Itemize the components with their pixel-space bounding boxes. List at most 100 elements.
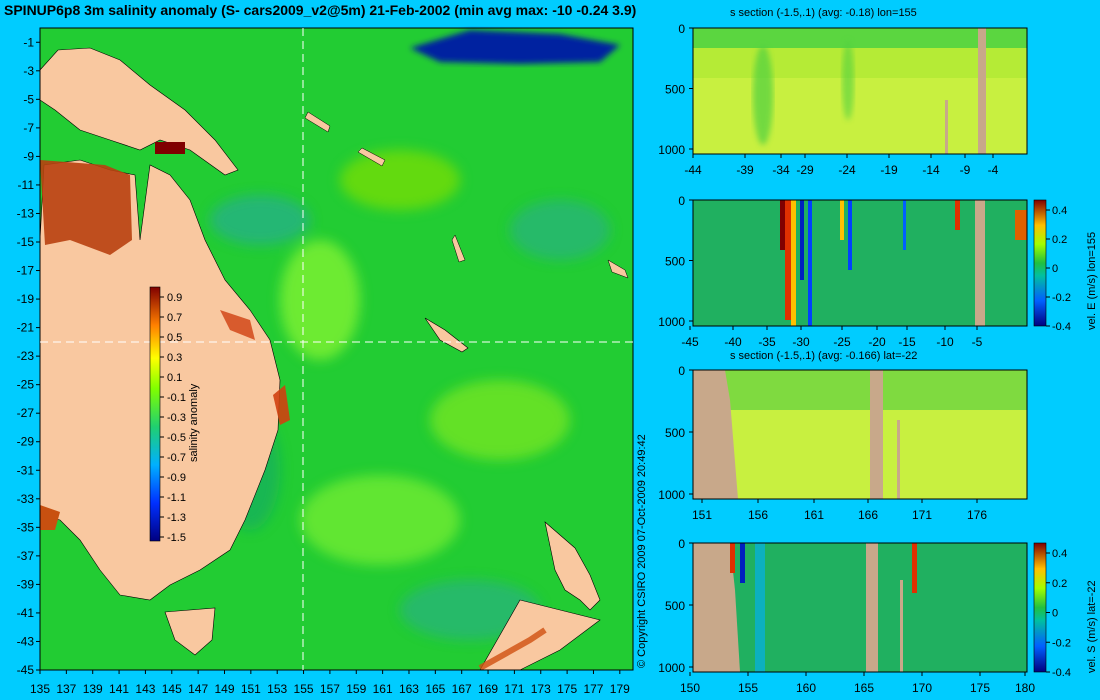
map-x-tick-label: 145 [162, 682, 182, 696]
section-4-colorbar [1033, 542, 1047, 673]
map-x-tick-label: 173 [531, 682, 551, 696]
map-colorbar-tick-label: -1.5 [167, 532, 186, 544]
section-1-x-tick-label: -19 [880, 163, 898, 177]
map-x-tick-label: 139 [83, 682, 103, 696]
map-land-tasmania [164, 607, 216, 656]
map-y-tick-label: -37 [17, 549, 35, 563]
section-4-colorbar-tick-label: 0.2 [1052, 578, 1067, 590]
map-x-tick-label: 171 [504, 682, 524, 696]
map-colorbar-tick-label: -0.1 [167, 392, 186, 404]
map-y-tick-label: -7 [23, 121, 34, 135]
section-3-x-tick-label: 161 [804, 508, 824, 522]
map-land-solomons [304, 111, 331, 133]
map-colorbar-tick-label: -0.5 [167, 432, 186, 444]
map-x-tick-label: 163 [399, 682, 419, 696]
section-1-y-tick-label: 1000 [658, 143, 685, 157]
map-y-tick-label: -17 [17, 264, 35, 278]
section-2-x-tick-label: -25 [833, 335, 851, 349]
map-y-tick-label: -13 [17, 206, 35, 220]
map-gulf-south-anomaly [40, 505, 60, 530]
section-2-plot [692, 199, 1028, 327]
map-x-tick-label: 153 [267, 682, 287, 696]
section-2-x-tick-label: -45 [681, 335, 699, 349]
section-1-x-tick-label: -29 [796, 163, 814, 177]
map-x-tick-label: 137 [56, 682, 76, 696]
map-y-tick-label: -19 [17, 292, 35, 306]
map-y-tick-label: -3 [23, 64, 34, 78]
section-1-x-tick-label: -4 [988, 163, 999, 177]
section-1-x-tick-label: -24 [838, 163, 856, 177]
section-3-plot [692, 369, 1028, 500]
section-3-x-tick-label: 156 [748, 508, 768, 522]
map-colorbar [149, 286, 161, 542]
section-2-x-tick-label: -5 [972, 335, 983, 349]
map-land-vanuatu [451, 234, 466, 263]
section-4-x-tick-label: 170 [912, 681, 932, 695]
map-y-tick-label: -33 [17, 492, 35, 506]
section-1-plot [692, 27, 1028, 155]
map-y-tick-label: -43 [17, 634, 35, 648]
section-4-colorbar-tick-label: 0 [1052, 608, 1058, 620]
map-x-tick-label: 135 [30, 682, 50, 696]
section-4-colorbar-tick-label: -0.2 [1052, 637, 1071, 649]
chart-title: SPINUP6p8 3m salinity anomaly (S- cars20… [4, 2, 637, 18]
map-y-tick-label: -35 [17, 520, 35, 534]
section-2-colorbar [1033, 199, 1047, 327]
section-2-y-tick-label: 0 [678, 194, 685, 208]
section-3-y-tick-label: 500 [665, 426, 685, 440]
section-1-y-tick-label: 0 [678, 22, 685, 36]
map-colorbar-tick-label: -1.3 [167, 512, 186, 524]
section-1-x-tick-label: -39 [736, 163, 754, 177]
map-x-tick-label: 149 [214, 682, 234, 696]
map-y-tick-label: -25 [17, 378, 35, 392]
map-colorbar-tick-label: -1.1 [167, 492, 186, 504]
map-colorbar-tick-label: 0.1 [167, 372, 182, 384]
section-3-y-tick-label: 0 [678, 364, 685, 378]
map-y-tick-label: -15 [17, 235, 35, 249]
section-4-colorbar-tick-label: 0.4 [1052, 548, 1067, 560]
section-4-x-tick-label: 175 [970, 681, 990, 695]
section-2-colorbar-tick-label: 0.2 [1052, 234, 1067, 246]
section-4-x-tick-label: 165 [854, 681, 874, 695]
section-2-x-tick-label: -40 [724, 335, 742, 349]
section-2-y-tick-label: 1000 [658, 315, 685, 329]
map-y-tick-label: -1 [23, 35, 34, 49]
map-colorbar-tick-label: 0.5 [167, 332, 182, 344]
section-3-x-tick-label: 151 [692, 508, 712, 522]
section-4-colorbar-tick-label: -0.4 [1052, 667, 1071, 679]
section-2-x-tick-label: -30 [792, 335, 810, 349]
map-x-tick-label: 175 [557, 682, 577, 696]
section-2-x-tick-label: -20 [868, 335, 886, 349]
map-fresh-anomaly [410, 30, 620, 64]
section-2-colorbar-tick-label: 0.4 [1052, 205, 1067, 217]
map-x-tick-label: 179 [610, 682, 630, 696]
map-colorbar-tick-label: 0.9 [167, 292, 182, 304]
map-y-tick-label: -9 [23, 149, 34, 163]
section-1-x-tick-label: -44 [684, 163, 702, 177]
map-y-tick-label: -27 [17, 406, 35, 420]
map-y-tick-label: -21 [17, 321, 35, 335]
map-y-tick-label: -23 [17, 349, 35, 363]
map-x-tick-label: 169 [478, 682, 498, 696]
map-x-tick-label: 141 [109, 682, 129, 696]
section-4-x-tick-label: 150 [680, 681, 700, 695]
map-x-tick-label: 165 [425, 682, 445, 696]
map-colorbar-tick-label: 0.3 [167, 352, 182, 364]
section-1-x-tick-label: -34 [772, 163, 790, 177]
map-colorbar-tick-label: -0.7 [167, 452, 186, 464]
section-3-x-tick-label: 176 [967, 508, 987, 522]
map-x-tick-label: 143 [135, 682, 155, 696]
section-2-x-tick-label: -10 [936, 335, 954, 349]
section-4-y-tick-label: 500 [665, 599, 685, 613]
section-1-x-tick-label: -14 [922, 163, 940, 177]
section-3-y-tick-label: 1000 [658, 488, 685, 502]
section-4-colorbar-label: vel. S (m/s) lat=-22 [1086, 580, 1098, 673]
section-2-x-tick-label: -35 [758, 335, 776, 349]
map-y-tick-label: -39 [17, 577, 35, 591]
map-y-tick-label: -45 [17, 663, 35, 677]
section-1-title: s section (-1.5,.1) (avg: -0.18) lon=155 [730, 7, 917, 19]
map-x-tick-label: 157 [320, 682, 340, 696]
section-2-y-tick-label: 500 [665, 255, 685, 269]
